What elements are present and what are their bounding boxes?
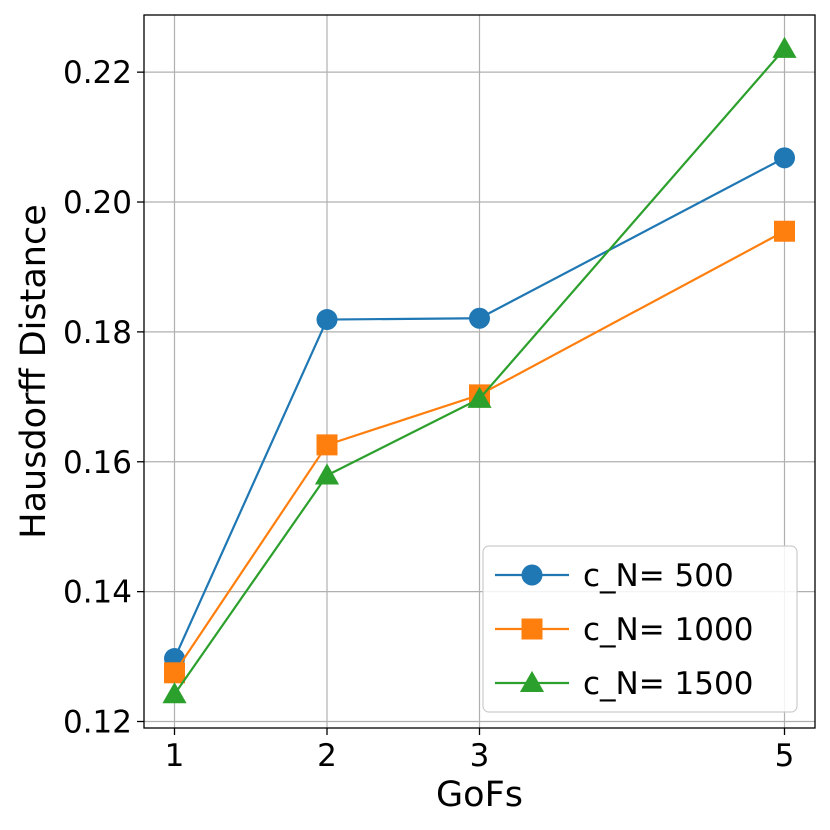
- y-tick-label: 0.12: [63, 705, 132, 741]
- legend-label: c_N= 1500: [583, 666, 753, 702]
- legend-box: [482, 545, 798, 713]
- plot-series: [162, 36, 797, 704]
- y-tick-label: 0.14: [63, 575, 132, 611]
- data-point: [772, 36, 797, 58]
- x-tick-label: 5: [775, 738, 795, 774]
- legend-marker: [521, 618, 543, 640]
- data-point: [316, 434, 338, 456]
- legend-marker: [519, 670, 545, 693]
- data-point: [774, 220, 795, 242]
- data-point: [162, 682, 187, 704]
- data-point: [469, 307, 490, 329]
- y-axis-label: Hausdorff Distance: [14, 204, 54, 538]
- data-point: [467, 386, 492, 408]
- series-line: [173, 48, 786, 695]
- legend: c_N= 500 c_N= 1000 c_N= 1500: [482, 545, 798, 713]
- series-line: [173, 230, 786, 674]
- legend-marker: [521, 564, 543, 586]
- legend-item: c_N= 500: [495, 558, 734, 594]
- data-point: [316, 309, 338, 331]
- grid: [144, 15, 815, 728]
- data-point: [314, 463, 340, 485]
- legend-item: c_N= 1000: [495, 612, 753, 648]
- series-2: [162, 36, 797, 704]
- x-tick-label: 1: [165, 738, 185, 774]
- y-tick-label: 0.20: [63, 185, 132, 221]
- axis-ticks: 1 2 3 5 0.12 0.14 0.16 0.18 0.20 0.22: [63, 55, 794, 774]
- x-tick-label: 3: [470, 738, 490, 774]
- y-tick-label: 0.18: [63, 315, 132, 351]
- x-tick-label: 2: [317, 738, 337, 774]
- x-axis-label: GoFs: [436, 775, 523, 815]
- legend-item: c_N= 1500: [495, 666, 753, 702]
- legend-label: c_N= 500: [583, 558, 734, 594]
- y-tick-label: 0.16: [63, 445, 132, 481]
- y-tick-label: 0.22: [63, 55, 132, 91]
- data-point: [774, 147, 795, 169]
- data-point: [164, 662, 185, 684]
- legend-label: c_N= 1000: [583, 612, 753, 648]
- series-line: [173, 156, 786, 659]
